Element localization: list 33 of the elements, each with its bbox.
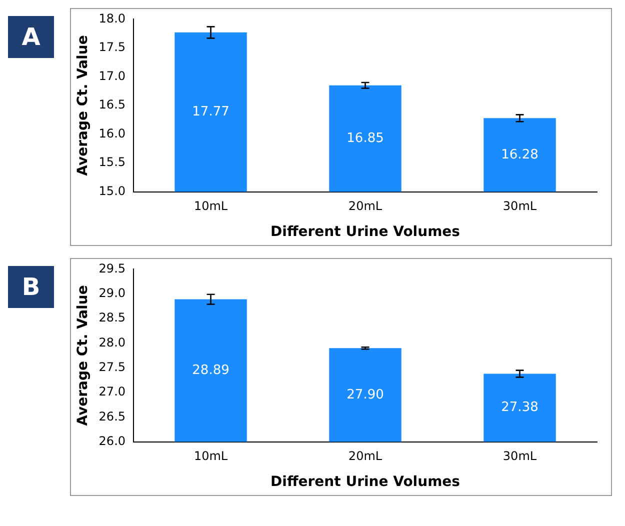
data-label: 28.89 xyxy=(192,362,230,378)
x-tick-label: 10mL xyxy=(194,449,228,464)
data-label: 27.38 xyxy=(501,400,538,416)
x-tick-label: 20mL xyxy=(348,199,382,214)
data-label: 16.85 xyxy=(346,130,384,146)
y-tick-label: 27.5 xyxy=(98,360,126,374)
y-tick-label: 29.5 xyxy=(98,261,126,276)
y-tick-label: 28.5 xyxy=(98,310,126,325)
y-tick-label: 17.5 xyxy=(98,40,126,54)
text: A xyxy=(8,16,54,58)
y-tick-label: 26.0 xyxy=(98,434,126,448)
y-tick-label: 29.0 xyxy=(98,286,126,300)
x-axis-title: Different Urine Volumes xyxy=(270,224,460,240)
data-label: 27.90 xyxy=(346,387,384,402)
y-axis-title: Average Ct. Value xyxy=(75,285,92,426)
y-tick-label: 18.0 xyxy=(98,11,126,26)
y-axis-title: Average Ct. Value xyxy=(75,35,92,176)
y-tick-label: 27.0 xyxy=(98,384,126,399)
data-label: 17.77 xyxy=(192,104,230,120)
y-tick-label: 16.5 xyxy=(98,98,126,112)
x-axis-title: Different Urine Volumes xyxy=(270,474,460,490)
data-label: 16.28 xyxy=(501,147,538,162)
x-tick-label: 30mL xyxy=(502,199,537,214)
text: B xyxy=(8,266,54,308)
x-tick-label: 20mL xyxy=(348,449,382,464)
y-tick-label: 28.0 xyxy=(98,335,126,350)
x-tick-label: 10mL xyxy=(194,199,228,214)
y-tick-label: 26.5 xyxy=(98,409,126,424)
y-tick-label: 15.5 xyxy=(98,155,126,170)
x-tick-label: 30mL xyxy=(502,449,537,464)
y-tick-label: 16.0 xyxy=(98,126,126,140)
y-tick-label: 15.0 xyxy=(98,184,126,198)
y-tick-label: 17.0 xyxy=(98,68,126,83)
